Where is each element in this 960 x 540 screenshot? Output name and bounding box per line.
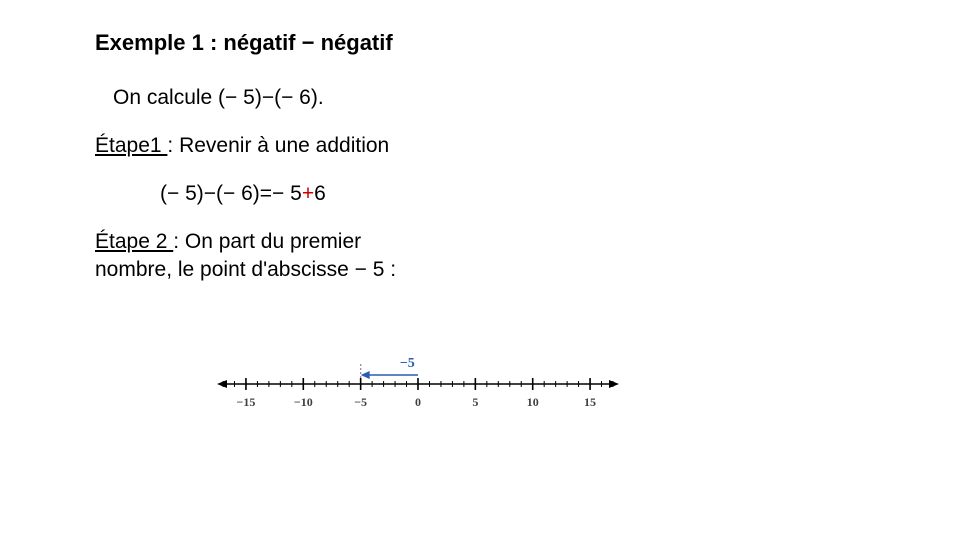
intro-n1: − 5 — [225, 86, 255, 109]
svg-text:−5: −5 — [354, 395, 367, 409]
number-line-diagram: −15 −10 −5 0 5 10 15 −5 — [203, 322, 960, 417]
step1-line: Étape1 : Revenir à une addition — [95, 134, 960, 158]
intro-suffix: ). — [311, 86, 324, 109]
step1-label: Étape1 — [95, 134, 167, 157]
svg-text:0: 0 — [415, 395, 421, 409]
eq-prefix: (− 5)−(− 6)=− 5 — [160, 182, 302, 205]
step2-line-2: nombre, le point d'abscisse − 5 : — [95, 258, 960, 282]
svg-text:−10: −10 — [294, 395, 313, 409]
intro-mid: )−( — [255, 86, 281, 109]
example-title: Exemple 1 : négatif − négatif — [95, 30, 960, 56]
svg-text:15: 15 — [584, 395, 596, 409]
svg-text:−15: −15 — [237, 395, 256, 409]
step2-label: Étape 2 — [95, 230, 173, 253]
eq-plus-sign: + — [302, 182, 314, 205]
equation-line: (− 5)−(− 6)=− 5+6 — [160, 182, 960, 206]
step2-text-1: : On part du premier — [173, 230, 361, 253]
svg-text:−5: −5 — [400, 356, 415, 371]
svg-text:5: 5 — [472, 395, 478, 409]
intro-prefix: On calcule ( — [113, 86, 225, 109]
step1-text: : Revenir à une addition — [167, 134, 389, 157]
eq-suffix: 6 — [314, 182, 326, 205]
intro-line: On calcule (− 5)−(− 6). — [113, 86, 960, 110]
intro-n2: − 6 — [281, 86, 311, 109]
svg-text:10: 10 — [527, 395, 539, 409]
step2-line: Étape 2 : On part du premier — [95, 230, 960, 254]
